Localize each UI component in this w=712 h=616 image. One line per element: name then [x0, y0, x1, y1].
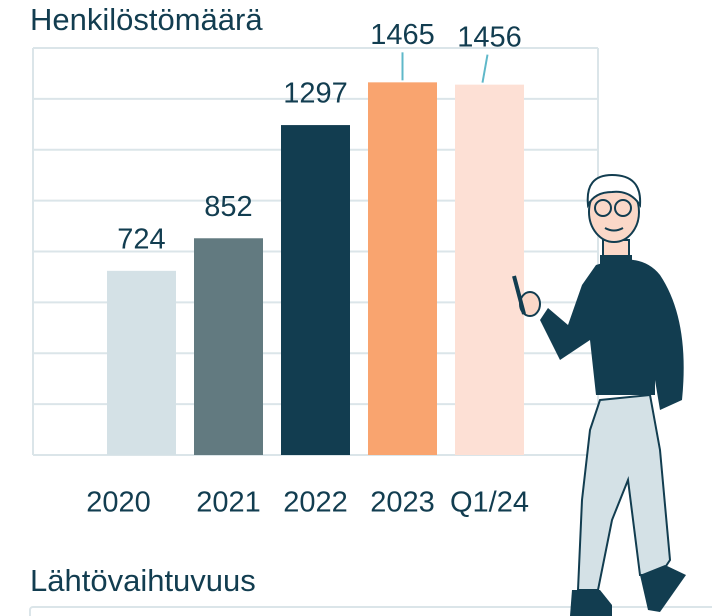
x-tick-label: 2020: [86, 487, 151, 519]
x-tick-label: 2023: [370, 487, 435, 519]
section-title: Lähtövaihtuvuus: [30, 563, 256, 598]
bar: [281, 125, 350, 455]
value-label: 724: [117, 223, 165, 255]
bar: [107, 270, 176, 455]
person-illustration: [512, 173, 686, 616]
chart-title: Henkilöstömäärä: [30, 2, 263, 37]
value-label: 1297: [283, 78, 348, 110]
bar: [455, 84, 524, 455]
section-box: [29, 606, 712, 616]
leader-line: [481, 54, 489, 83]
value-label: 852: [204, 191, 252, 223]
x-tick-label: 2021: [196, 487, 261, 519]
value-label: 1465: [370, 19, 435, 51]
x-tick-label: 2022: [283, 487, 348, 519]
bar: [194, 238, 263, 455]
plot-area: 724 2020 852 2021 1297 2022 1465 2023 1456 Q1/24: [32, 19, 599, 519]
value-label: 1456: [457, 21, 522, 53]
x-tick-label: Q1/24: [450, 487, 529, 519]
bar: [368, 82, 437, 455]
